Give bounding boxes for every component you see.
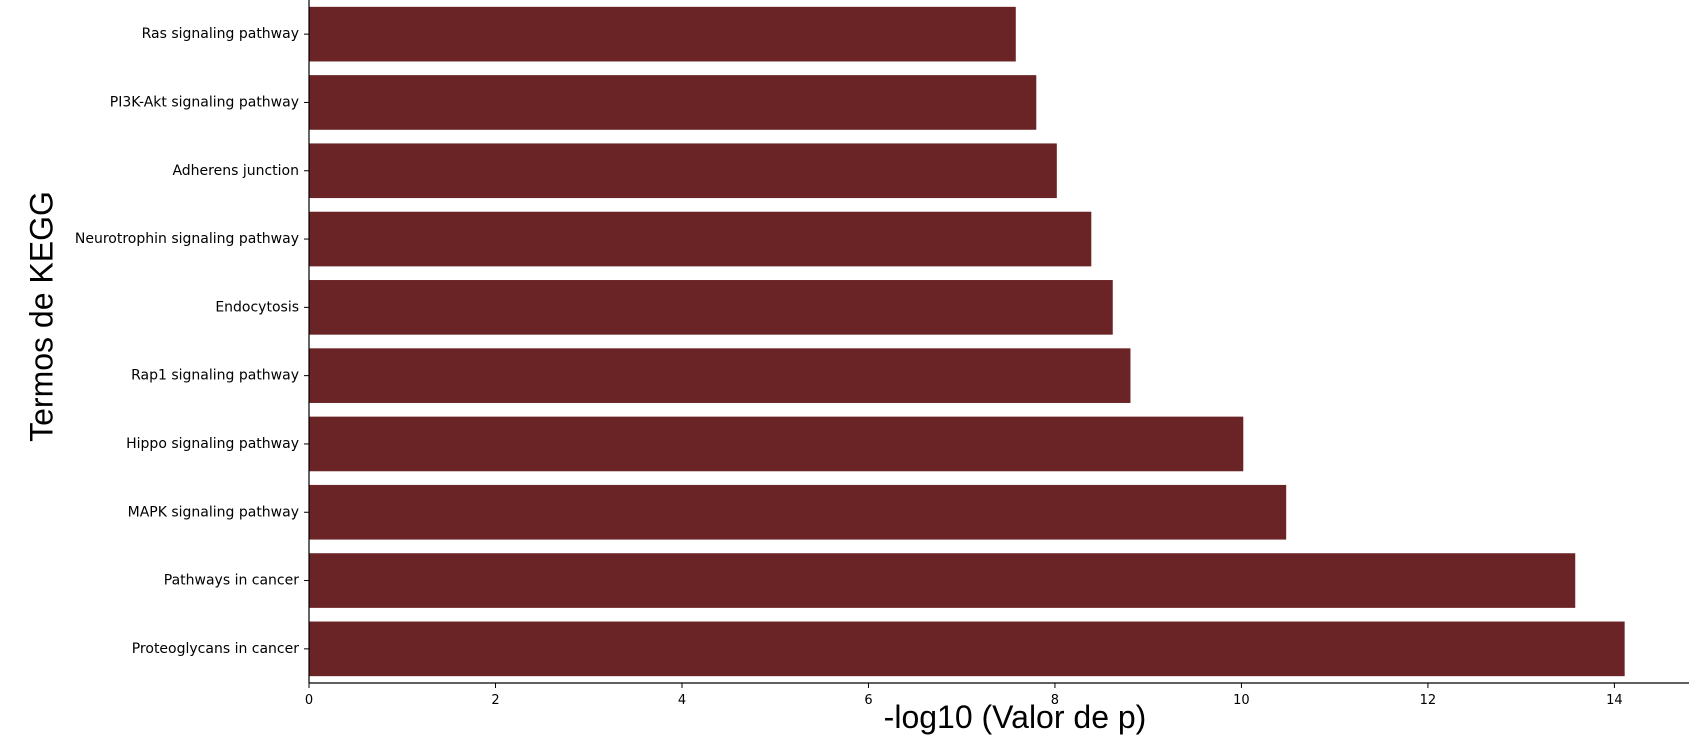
x-tick-label: 14	[1606, 693, 1623, 708]
x-tick-label: 10	[1233, 693, 1250, 708]
y-tick-label: Pathways in cancer	[164, 573, 299, 589]
x-tick-label: 4	[678, 693, 686, 708]
bars-layer	[309, 6, 1625, 677]
y-tick-label: MAPK signaling pathway	[128, 504, 299, 520]
y-tick-label: Proteoglycans in cancer	[132, 641, 300, 657]
bar	[309, 211, 1092, 267]
x-tick-label: 2	[491, 693, 499, 708]
y-tick-label: Neurotrophin signaling pathway	[75, 231, 299, 247]
bar	[309, 621, 1625, 677]
y-tick-label: Adherens junction	[172, 163, 299, 179]
bar	[309, 484, 1287, 540]
bar	[309, 143, 1057, 199]
y-tick-label: Hippo signaling pathway	[126, 436, 299, 452]
x-tick-label: 6	[864, 693, 872, 708]
bar	[309, 6, 1016, 62]
x-axis-title: -log10 (Valor de p)	[884, 699, 1147, 735]
bar	[309, 75, 1037, 130]
y-tick-label: Rap1 signaling pathway	[131, 368, 299, 384]
bar	[309, 348, 1131, 403]
axis-layer: Ras signaling pathway PI3K-Akt signaling …	[75, 0, 1689, 708]
y-axis-title: Termos de KEGG	[23, 191, 59, 442]
bar	[309, 280, 1113, 335]
y-tick-label: Endocytosis	[215, 299, 299, 315]
y-tick-label: PI3K-Akt signaling pathway	[110, 94, 299, 110]
x-tick-label: 0	[305, 693, 313, 708]
x-tick-label: 8	[1051, 693, 1059, 708]
bar	[309, 416, 1244, 472]
y-tick-label: Ras signaling pathway	[142, 26, 299, 42]
x-tick-label: 12	[1420, 693, 1437, 708]
bar	[309, 553, 1576, 608]
